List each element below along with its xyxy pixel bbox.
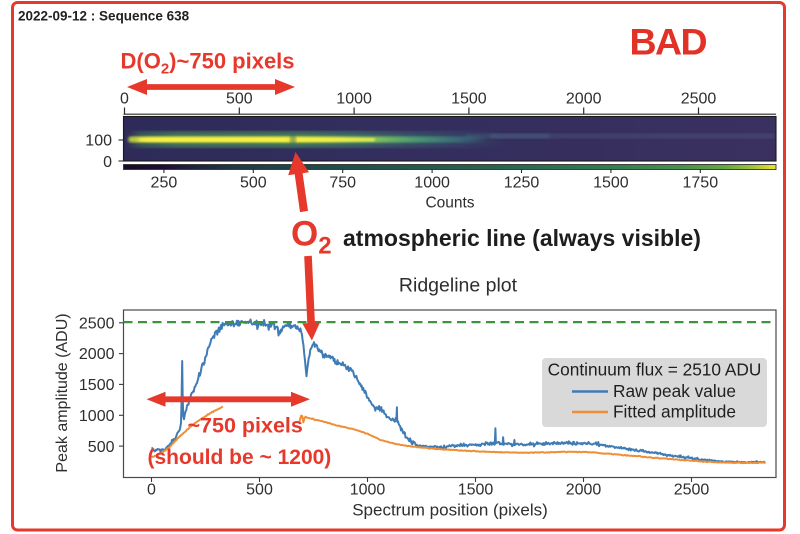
svg-text:2000: 2000 <box>79 346 115 363</box>
svg-text:BAD: BAD <box>630 20 707 62</box>
svg-text:0: 0 <box>120 91 129 108</box>
svg-text:Peak amplitude (ADU): Peak amplitude (ADU) <box>54 313 71 472</box>
svg-text:2500: 2500 <box>674 482 710 499</box>
svg-text:1000: 1000 <box>336 91 372 108</box>
svg-text:1250: 1250 <box>504 175 540 192</box>
svg-text:250: 250 <box>151 175 178 192</box>
svg-text:Counts: Counts <box>425 195 474 212</box>
svg-text:1000: 1000 <box>350 482 386 499</box>
svg-text:1500: 1500 <box>79 377 115 394</box>
svg-text:100: 100 <box>85 133 112 150</box>
svg-text:Ridgeline plot: Ridgeline plot <box>399 275 518 297</box>
svg-text:1750: 1750 <box>683 175 719 192</box>
svg-text:Spectrum position (pixels): Spectrum position (pixels) <box>352 501 548 520</box>
svg-text:500: 500 <box>246 482 273 499</box>
svg-text:2000: 2000 <box>566 91 602 108</box>
svg-text:Raw peak value: Raw peak value <box>613 381 736 401</box>
svg-text:2500: 2500 <box>79 315 115 332</box>
svg-text:750: 750 <box>329 175 356 192</box>
svg-text:~750 pixels: ~750 pixels <box>188 414 303 438</box>
svg-text:0: 0 <box>147 482 156 499</box>
svg-text:500: 500 <box>226 91 253 108</box>
svg-text:500: 500 <box>240 175 267 192</box>
svg-text:1500: 1500 <box>593 175 629 192</box>
svg-text:(should be ~ 1200): (should be ~ 1200) <box>148 446 332 469</box>
svg-text:2000: 2000 <box>566 482 602 499</box>
svg-text:1500: 1500 <box>451 91 487 108</box>
svg-text:1000: 1000 <box>414 175 450 192</box>
svg-text:1000: 1000 <box>79 408 115 425</box>
svg-text:atmospheric line (always visib: atmospheric line (always visible) <box>343 225 701 251</box>
svg-text:0: 0 <box>103 154 112 171</box>
svg-text:Fitted amplitude: Fitted amplitude <box>613 402 736 422</box>
svg-text:D(O2)~750 pixels: D(O2)~750 pixels <box>121 49 295 78</box>
svg-text:500: 500 <box>88 439 115 456</box>
svg-text:Continuum flux = 2510 ADU: Continuum flux = 2510 ADU <box>548 360 762 380</box>
svg-text:2022-09-12 : Sequence 638: 2022-09-12 : Sequence 638 <box>18 9 190 24</box>
svg-text:1500: 1500 <box>458 482 494 499</box>
svg-text:2500: 2500 <box>681 91 717 108</box>
